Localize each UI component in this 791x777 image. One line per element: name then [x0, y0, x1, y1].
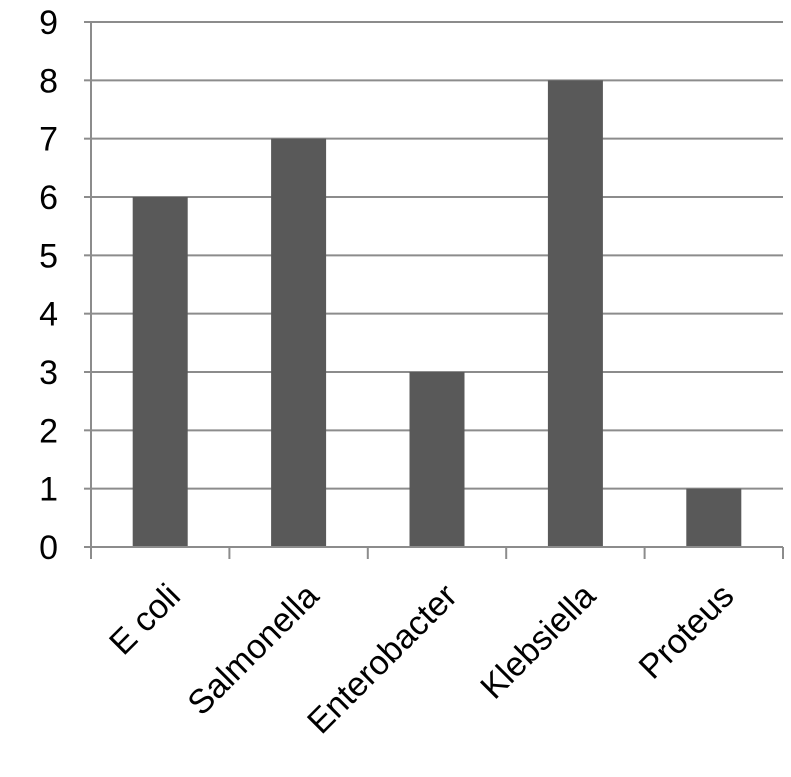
x-category-label: Enterobacter	[300, 577, 465, 742]
y-tick-label: 4	[39, 296, 58, 334]
y-tick-label: 3	[39, 354, 58, 392]
y-tick-label: 9	[39, 4, 58, 42]
bar-klebsiella	[547, 80, 603, 547]
x-category-label: Klebsiella	[473, 577, 603, 707]
y-tick-label: 6	[39, 179, 58, 217]
y-tick-labels: 0 1 2 3 4 5 6 7 8 9	[39, 4, 58, 567]
y-tick-label: 7	[39, 121, 58, 159]
y-tick-label: 5	[39, 237, 58, 275]
bar-enterobacter	[409, 372, 465, 547]
bar-proteus	[686, 488, 742, 547]
gridlines	[91, 21, 783, 490]
y-tick-label: 1	[39, 471, 58, 509]
x-category-label: Salmonella	[180, 577, 326, 723]
y-tick-label: 2	[39, 412, 58, 450]
bar-e-coli	[132, 197, 188, 547]
bar-salmonella	[271, 138, 327, 547]
y-tick-label: 8	[39, 62, 58, 100]
x-category-label: E coli	[102, 577, 188, 663]
axes	[84, 21, 784, 559]
y-tick-label: 0	[39, 529, 58, 567]
bars	[132, 80, 742, 547]
x-category-label: Proteus	[632, 577, 742, 687]
